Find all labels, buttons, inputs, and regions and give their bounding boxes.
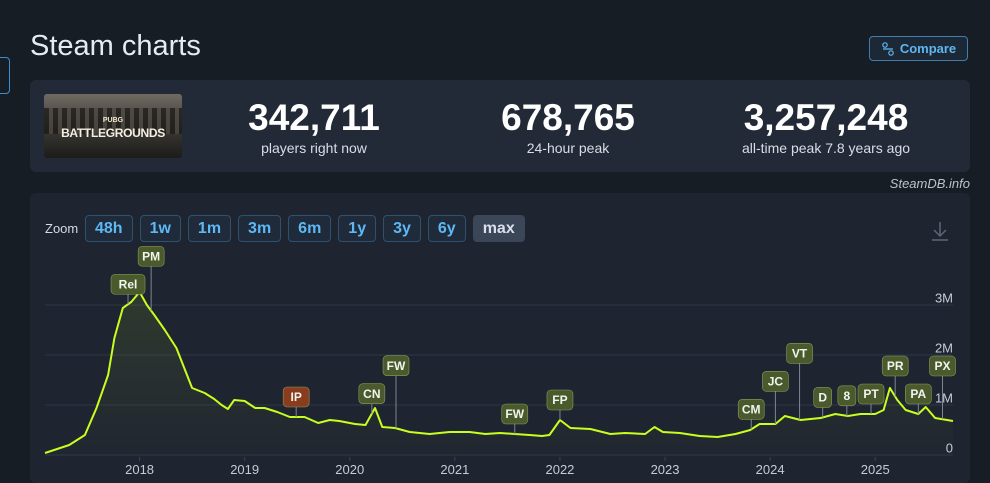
x-tick-label: 2023: [651, 462, 680, 475]
x-tick-label: 2022: [545, 462, 574, 475]
annotation[interactable]: JC: [762, 371, 789, 424]
annotation-flag: [786, 343, 813, 364]
annotation[interactable]: IP: [282, 386, 310, 417]
stat: 3,257,248 all-time peak 7.8 years ago: [706, 97, 946, 157]
stat: 342,711 players right now: [194, 97, 434, 157]
stat-label: players right now: [261, 140, 367, 156]
compare-button[interactable]: Compare: [869, 36, 968, 61]
annotation-flag: [857, 383, 885, 405]
side-tab[interactable]: [0, 57, 10, 94]
x-tick-label: 2024: [756, 462, 785, 475]
annotation-label: PM: [142, 249, 160, 263]
annotation-label: FW: [387, 359, 406, 373]
stat-value: 342,711: [248, 97, 380, 138]
annotation-flag: [813, 387, 832, 408]
annotation-label: D: [818, 391, 827, 405]
annotation[interactable]: CN: [358, 383, 386, 414]
x-tick-label: 2021: [440, 462, 469, 475]
line: [44, 291, 954, 454]
annotation-label: VT: [792, 347, 808, 361]
annotation[interactable]: D: [813, 387, 832, 418]
x-tick-label: 2019: [230, 462, 259, 475]
stat: 678,765 24-hour peak: [448, 97, 688, 157]
stat-label: all-time peak 7.8 years ago: [741, 140, 911, 156]
stat-value: 678,765: [501, 97, 635, 138]
annotation-flag: [382, 355, 410, 376]
zoom-buttons: 48h 1w 1m 3m 6m 1y 3y 6y max: [85, 215, 525, 242]
annotation[interactable]: PA: [905, 383, 932, 414]
logo-text: BATTLEGROUNDS: [61, 126, 165, 140]
annotation-label: CM: [742, 403, 761, 417]
annotation-flag: [282, 386, 310, 408]
annotation-flag: [905, 383, 932, 405]
annotation-flag: [929, 355, 956, 377]
annotation[interactable]: FW: [501, 403, 529, 434]
annotation[interactable]: 8: [837, 385, 857, 416]
zoom-button[interactable]: 6m: [288, 215, 332, 242]
y-tick-label: 1M: [935, 390, 953, 405]
annotation[interactable]: VT: [786, 343, 813, 420]
annotation-label: FP: [552, 393, 567, 407]
download-icon[interactable]: [932, 222, 948, 241]
zoom-button[interactable]: 3m: [238, 215, 282, 242]
annotation-flag: [881, 355, 909, 377]
annotation[interactable]: PT: [857, 383, 885, 414]
x-tick-label: 2025: [861, 462, 890, 475]
source-link[interactable]: SteamDB.info: [889, 176, 970, 191]
zoom-label: Zoom: [45, 221, 79, 236]
annotation[interactable]: PM: [137, 245, 165, 311]
annotation-label: IP: [290, 390, 301, 404]
annotation-label: 8: [844, 389, 851, 403]
area: [45, 292, 953, 457]
zoom-button[interactable]: 1w: [139, 215, 181, 242]
annotation-flag: [110, 273, 146, 295]
annotation[interactable]: Rel: [110, 273, 146, 305]
annotation[interactable]: CM: [737, 399, 765, 430]
zoom-button[interactable]: 3y: [383, 215, 421, 242]
annotation-label: PR: [887, 359, 904, 373]
x-tick-label: 2018: [125, 462, 154, 475]
zoom-button[interactable]: max: [472, 215, 525, 242]
annotation-label: PA: [910, 387, 926, 401]
annotation-label: JC: [768, 375, 784, 389]
y-tick-label: 2M: [935, 340, 953, 355]
game-image[interactable]: PUBG BATTLEGROUNDS: [44, 94, 182, 158]
annotation-flag: [501, 403, 529, 425]
stat-label: 24-hour peak: [526, 140, 610, 156]
annotation[interactable]: FW: [382, 355, 410, 429]
annotation-flag: [137, 245, 165, 267]
chart: 01M2M3M20182019202020212022202320242025R…: [44, 222, 956, 475]
zoom-button[interactable]: 6y: [427, 215, 466, 242]
annotation-flag: [546, 389, 574, 411]
annotation-label: CN: [363, 387, 380, 401]
zoom-button[interactable]: 1y: [338, 215, 377, 242]
annotation-flag: [762, 371, 789, 392]
page-title: Steam charts: [30, 30, 201, 62]
annotation-flag: [837, 385, 857, 407]
stat-value: 3,257,248: [743, 97, 909, 138]
annotation-label: PT: [863, 387, 879, 401]
y-tick-label: 3M: [935, 290, 953, 305]
x-tick-label: 2020: [335, 462, 364, 475]
annotation[interactable]: PX: [929, 355, 956, 420]
zoom-button[interactable]: 1m: [187, 215, 232, 242]
zoom-button[interactable]: 48h: [85, 215, 133, 242]
annotation-flag: [737, 399, 765, 420]
logo-small-text: PUBG: [102, 117, 124, 124]
annotation[interactable]: FP: [546, 389, 574, 420]
compare-icon: [882, 41, 894, 56]
annotation-label: Rel: [119, 277, 138, 291]
annotation[interactable]: PR: [881, 355, 909, 397]
stats-panel: PUBG BATTLEGROUNDS 342,711 players right…: [30, 80, 970, 172]
compare-label[interactable]: Compare: [899, 41, 957, 56]
annotation-flag: [358, 383, 386, 404]
annotation-label: PX: [934, 359, 950, 373]
annotation-label: FW: [505, 407, 524, 421]
